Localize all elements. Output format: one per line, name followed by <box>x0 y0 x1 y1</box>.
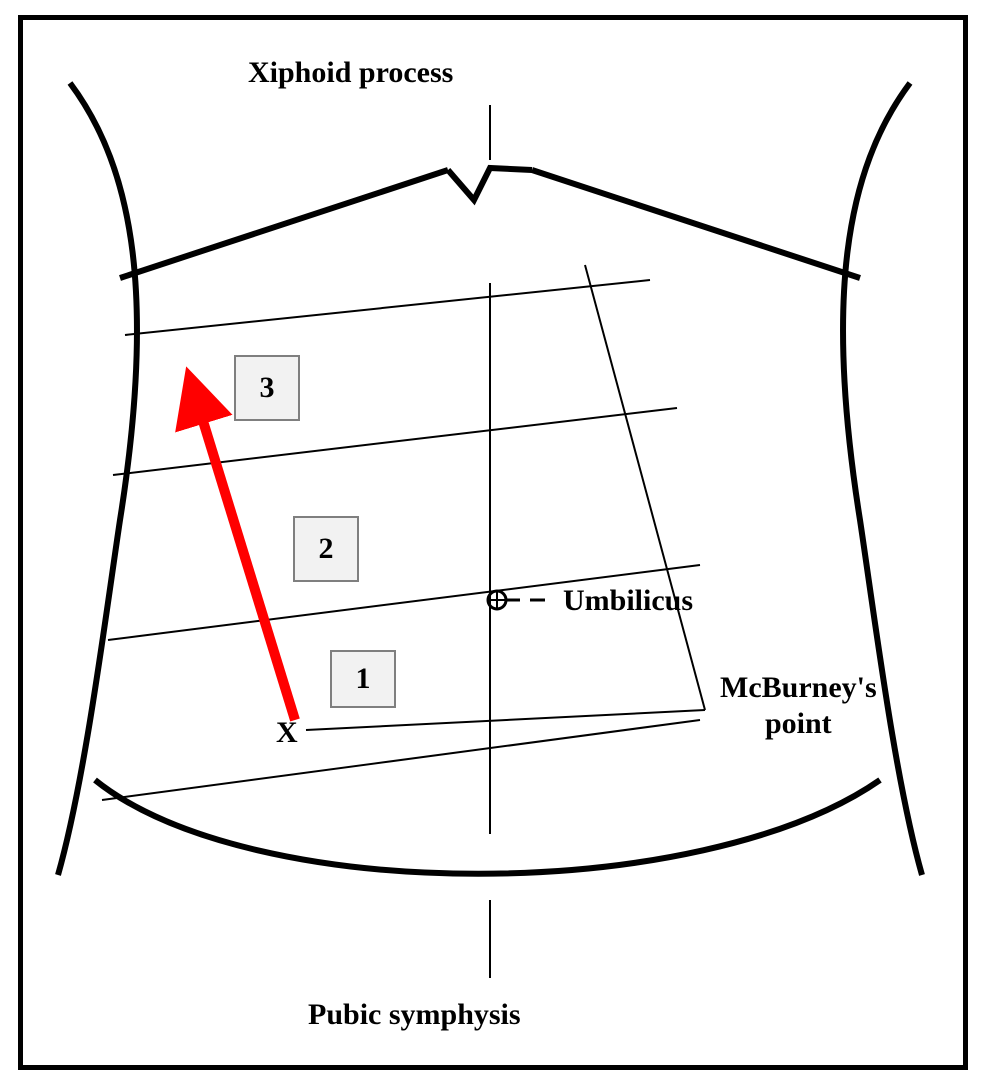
box-1: 1 <box>330 650 396 708</box>
label-mcburney: McBurney's point <box>720 670 877 742</box>
pelvis <box>95 780 880 874</box>
box-1-label: 1 <box>356 662 371 696</box>
label-xiphoid: Xiphoid process <box>248 56 453 90</box>
label-pubic: Pubic symphysis <box>308 998 521 1032</box>
box-2: 2 <box>293 516 359 582</box>
box-3-label: 3 <box>260 371 275 405</box>
right-side <box>843 83 922 875</box>
label-umbilicus: Umbilicus <box>563 584 693 618</box>
migration-arrow <box>195 395 295 720</box>
rib-notch <box>448 168 532 200</box>
left-side <box>58 83 137 875</box>
box-3: 3 <box>234 355 300 421</box>
right-lateral <box>585 265 705 710</box>
ribs-right <box>532 170 860 278</box>
diag-1 <box>125 280 650 335</box>
ribs-left <box>120 170 448 278</box>
box-2-label: 2 <box>319 532 334 566</box>
diagram-svg <box>0 0 986 1085</box>
diag-4 <box>102 720 700 800</box>
guide-lines <box>102 105 705 978</box>
diagram-container: Xiphoid process Umbilicus McBurney's poi… <box>0 0 986 1085</box>
label-x-marker: X <box>276 716 298 750</box>
